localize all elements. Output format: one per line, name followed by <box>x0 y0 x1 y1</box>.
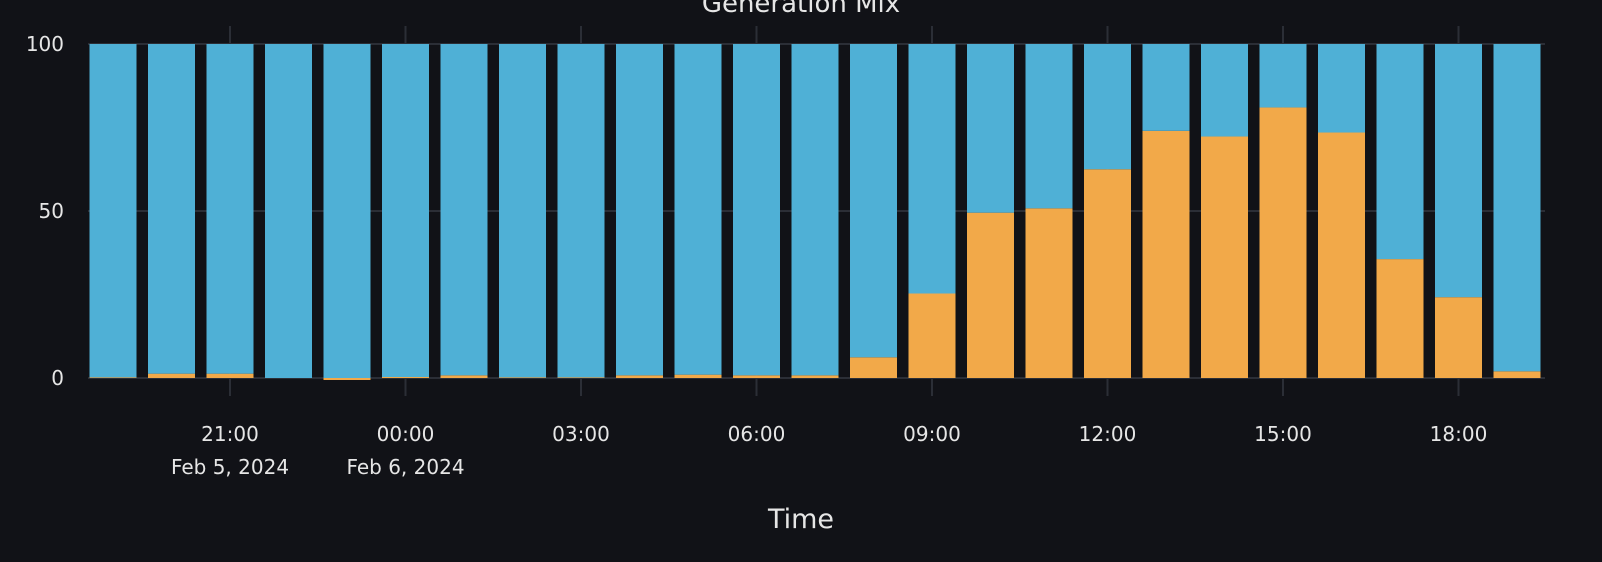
bar-segment-top <box>440 44 488 376</box>
bar-segment-bottom <box>967 212 1014 378</box>
bar-segment-top <box>1142 44 1190 131</box>
bar-segment-top <box>1493 44 1541 372</box>
bar-segment-top <box>733 44 780 376</box>
y-tick-label: 0 <box>51 366 64 390</box>
x-tick-date-label: Feb 5, 2024 <box>171 455 289 479</box>
bar-segment-top <box>1084 44 1131 170</box>
bar-segment-top <box>1435 44 1482 298</box>
chart-title: Generation Mix <box>702 0 900 19</box>
bar-segment-bottom <box>1493 371 1541 378</box>
bar-segment-bottom <box>908 293 956 378</box>
bar-segment-bottom <box>1376 259 1424 378</box>
bar-segment-bottom <box>148 373 195 378</box>
bar-segment-top <box>148 44 195 374</box>
bar-segment-bottom <box>89 377 137 378</box>
bar-segment-top <box>1201 44 1248 137</box>
bar-segment-bottom <box>616 375 663 378</box>
bar-segment-top <box>791 44 839 376</box>
x-tick-label: 03:00 <box>552 422 610 446</box>
bar-segment-top <box>674 44 722 375</box>
bar-segment-bottom <box>733 375 780 378</box>
bar-segment-bottom <box>323 378 371 381</box>
bar-segment-top <box>557 44 605 378</box>
x-tick-label: 00:00 <box>377 422 435 446</box>
bar-segment-bottom <box>382 376 429 378</box>
x-tick-label: 12:00 <box>1079 422 1137 446</box>
bar-segment-top <box>616 44 663 376</box>
bar-segment-top <box>1259 44 1307 108</box>
bar-segment-bottom <box>206 373 254 378</box>
bar-segment-top <box>850 44 897 358</box>
bar-segment-top <box>967 44 1014 213</box>
bars-layer <box>89 44 1541 381</box>
bar-segment-bottom <box>1084 169 1131 378</box>
x-tick-date-label: Feb 6, 2024 <box>346 455 464 479</box>
x-tick-label: 15:00 <box>1254 422 1312 446</box>
y-tick-label: 100 <box>26 32 64 56</box>
bar-segment-bottom <box>1259 107 1307 379</box>
bar-segment-bottom <box>1142 130 1190 378</box>
bar-segment-bottom <box>440 375 488 378</box>
bar-segment-top <box>323 44 371 378</box>
bar-segment-bottom <box>850 357 897 378</box>
bar-segment-top <box>499 44 546 378</box>
bar-segment-top <box>382 44 429 377</box>
x-tick-label: 06:00 <box>728 422 786 446</box>
x-tick-label: 18:00 <box>1430 422 1488 446</box>
bar-segment-bottom <box>1025 208 1073 378</box>
axis-layer: 0 50 100 21:00 Feb 5, 2024 00:00 Feb 6, 2024 03… <box>26 32 1488 479</box>
bar-segment-bottom <box>1435 297 1482 378</box>
bar-segment-bottom <box>499 377 546 378</box>
y-tick-label: 50 <box>39 199 64 223</box>
bar-segment-top <box>1318 44 1365 133</box>
bar-segment-top <box>1376 44 1424 260</box>
bar-segment-bottom <box>557 377 605 378</box>
bar-segment-top <box>1025 44 1073 209</box>
bar-segment-top <box>89 44 137 378</box>
bar-segment-top <box>265 44 312 378</box>
bar-segment-top <box>206 44 254 374</box>
x-tick-label: 21:00 <box>201 422 259 446</box>
bar-segment-top <box>908 44 956 294</box>
x-tick-label: 09:00 <box>903 422 961 446</box>
bar-segment-bottom <box>791 375 839 378</box>
bar-segment-bottom <box>1201 136 1248 378</box>
bar-segment-bottom <box>1318 132 1365 378</box>
x-axis-title: Time <box>767 504 834 535</box>
bar-segment-bottom <box>674 374 722 378</box>
